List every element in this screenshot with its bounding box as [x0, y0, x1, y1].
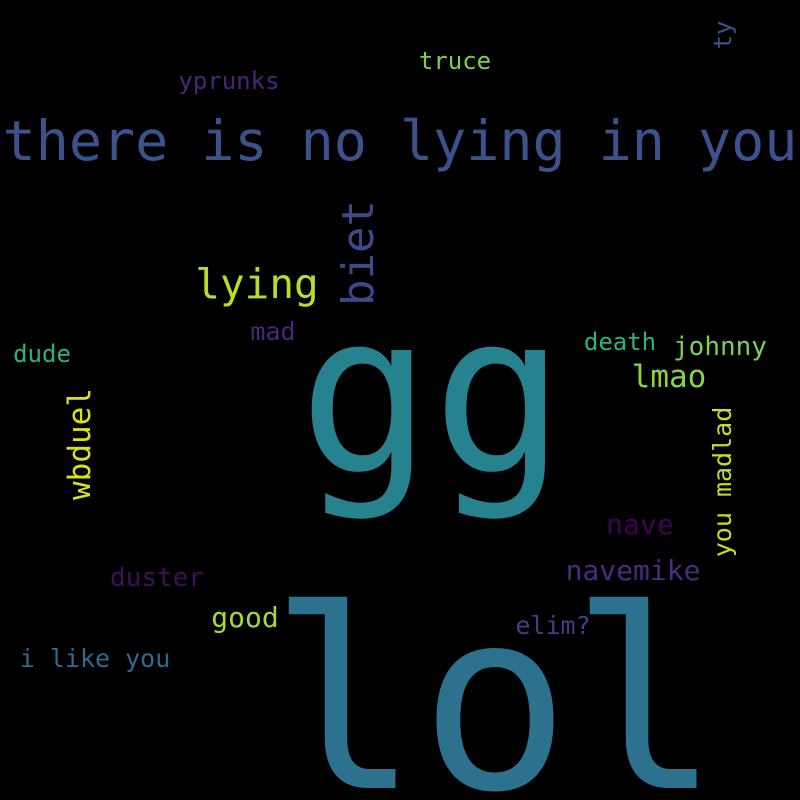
word: ty	[709, 21, 737, 50]
word: wbduel	[62, 388, 98, 500]
word: dude	[13, 340, 71, 368]
word: good	[211, 601, 278, 634]
word: biet	[333, 200, 384, 306]
word: death	[584, 328, 656, 356]
word: duster	[110, 563, 204, 593]
word: truce	[419, 47, 491, 75]
word: you madlad	[708, 407, 737, 558]
word: yprunks	[178, 67, 279, 95]
word: lying	[195, 260, 318, 308]
word: there is no lying in you	[3, 109, 798, 173]
word: nave	[606, 508, 673, 541]
word: elim?	[515, 611, 590, 640]
word: johnny	[673, 332, 767, 362]
word: mad	[250, 317, 295, 346]
word: lmao	[632, 359, 707, 395]
word: gg	[298, 266, 565, 524]
word: lol	[269, 556, 721, 800]
word: navemike	[566, 554, 701, 587]
word: i like you	[20, 644, 171, 673]
